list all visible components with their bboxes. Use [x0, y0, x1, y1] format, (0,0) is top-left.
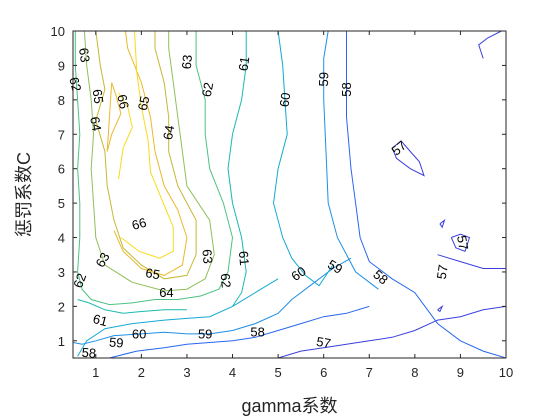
contour-line-57-2: [391, 140, 425, 177]
y-tick-label: 6: [58, 162, 65, 177]
contour-label: 64: [87, 115, 104, 132]
y-tick-label: 7: [58, 127, 65, 142]
y-tick-label: 8: [58, 93, 65, 108]
contour-line-63-1: [83, 31, 215, 292]
x-tick-label: 4: [229, 365, 236, 380]
contour-label: 57: [454, 234, 471, 251]
contour-label: 59: [108, 334, 124, 350]
x-tick-label: 8: [411, 365, 418, 380]
contour-label: 63: [199, 249, 215, 265]
contour-label: 59: [198, 326, 212, 341]
contour-label: 63: [76, 47, 93, 63]
contour-line-57-5: [437, 254, 506, 269]
contour-line-61-2: [77, 299, 187, 314]
x-axis-title: gamma系数: [241, 396, 337, 416]
contour-label: 61: [236, 250, 252, 266]
contour-label: 62: [70, 271, 89, 290]
y-tick-label: 9: [58, 58, 65, 73]
contour-line-57-1: [478, 31, 502, 59]
contour-line-65-1: [113, 31, 188, 276]
y-tick-label: 1: [58, 334, 65, 349]
contour-label: 61: [91, 311, 109, 329]
x-tick-label: 5: [274, 365, 281, 380]
contour-lines: [73, 31, 506, 358]
contour-line-59-1: [323, 31, 379, 290]
contour-label: 65: [144, 265, 161, 282]
x-tick-label: 9: [457, 365, 464, 380]
contour-label: 64: [160, 124, 177, 141]
contour-line-61-1: [227, 31, 247, 307]
x-tick-label: 10: [499, 365, 513, 380]
contour-label: 60: [288, 263, 308, 284]
contour-line-60-1: [272, 31, 334, 287]
contour-label: 66: [130, 215, 148, 233]
y-tick-label: 10: [51, 24, 65, 39]
contour-label: 62: [199, 81, 216, 98]
contour-line-59-2: [73, 257, 352, 345]
contour-label: 60: [277, 92, 294, 108]
contour-label: 61: [235, 55, 252, 71]
contour-label: 58: [250, 325, 264, 340]
y-tick-label: 3: [58, 265, 65, 280]
contour-line-66-2: [118, 92, 133, 180]
plot-frame: [72, 30, 507, 359]
x-tick-label: 2: [138, 365, 145, 380]
contour-label: 57: [434, 264, 451, 280]
contour-label: 65: [90, 88, 107, 104]
x-tick-label: 7: [366, 365, 373, 380]
y-axis: 1 2 3 4 5 6 7 8 9 10: [51, 24, 506, 349]
contour-line-60-2: [77, 278, 279, 357]
contour-line-58-1: [346, 31, 506, 358]
contour-label: 59: [316, 72, 331, 87]
y-tick-label: 4: [58, 231, 65, 246]
contour-label: 60: [132, 326, 146, 341]
contour-line-57-6: [437, 304, 444, 313]
contour-label: 64: [159, 285, 173, 300]
contour-label: 65: [135, 95, 153, 112]
contour-line-65-2: [106, 82, 122, 152]
contour-line-62-1: [74, 31, 234, 306]
contour-label: 63: [93, 250, 113, 270]
contour-label: 57: [315, 334, 332, 351]
contour-line-58-2: [109, 305, 370, 358]
x-tick-label: 1: [92, 365, 99, 380]
x-tick-label: 6: [320, 365, 327, 380]
contour-label: 58: [81, 345, 97, 361]
x-tick-label: 3: [183, 365, 190, 380]
contour-label: 62: [218, 273, 234, 289]
y-axis-title: 惩罚系数C: [14, 152, 34, 237]
contour-label: 62: [66, 75, 84, 93]
contour-label: 63: [179, 54, 195, 70]
contour-label: 66: [114, 93, 132, 110]
contour-line-57-7: [277, 305, 506, 358]
x-axis: 1 2 3 4 5 6 7 8 9 10: [92, 31, 513, 380]
contour-line-66-1: [120, 31, 174, 259]
y-tick-label: 5: [58, 196, 65, 211]
contour-label: 58: [339, 82, 354, 96]
y-tick-label: 2: [58, 299, 65, 314]
contour-line-57-4: [450, 233, 471, 252]
contour-label: 59: [325, 257, 345, 277]
contour-line-57-3: [439, 218, 446, 229]
contour-line-64-1: [95, 31, 197, 280]
